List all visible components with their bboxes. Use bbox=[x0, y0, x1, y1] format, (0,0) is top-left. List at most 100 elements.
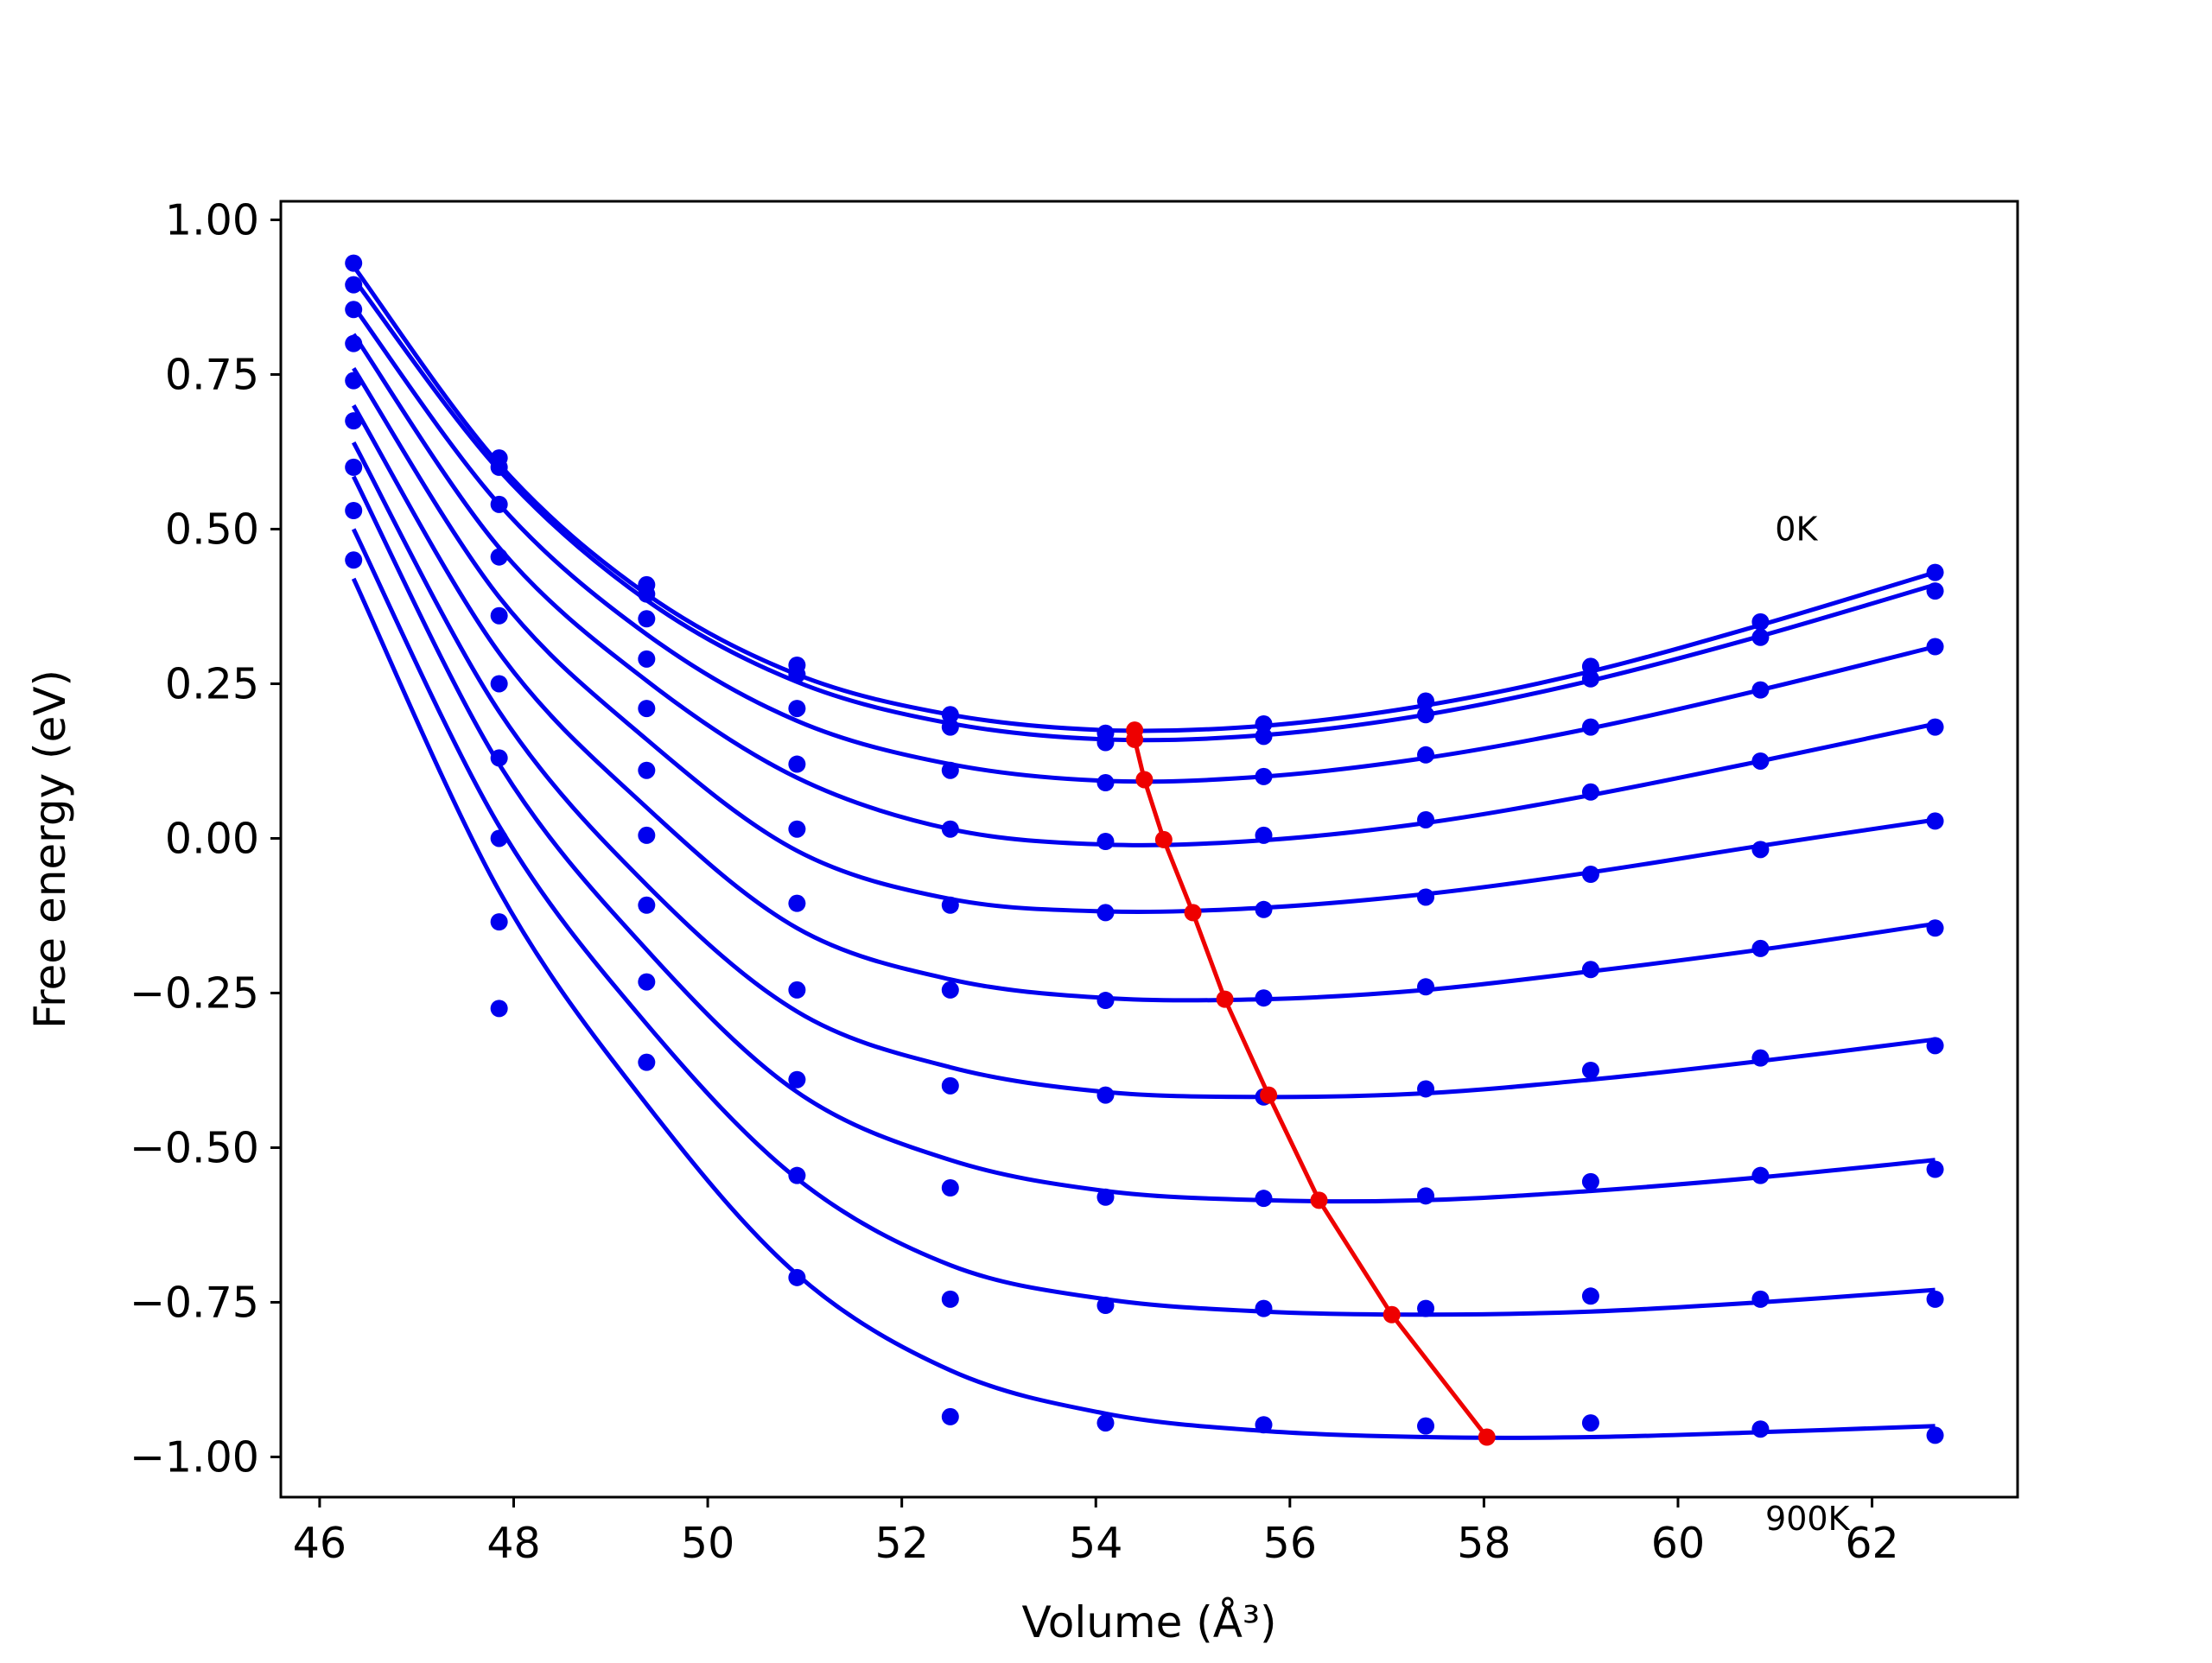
data-point bbox=[941, 1290, 959, 1308]
data-point bbox=[345, 276, 363, 294]
y-axis-title: Free energy (eV) bbox=[25, 670, 75, 1029]
data-point bbox=[638, 826, 656, 844]
data-point bbox=[1417, 746, 1435, 764]
plot-frame bbox=[279, 200, 2019, 1499]
data-point bbox=[1751, 752, 1770, 770]
data-point bbox=[1581, 1061, 1599, 1079]
data-point bbox=[1417, 706, 1435, 724]
data-point bbox=[1926, 563, 1944, 581]
data-point bbox=[490, 606, 508, 625]
fit-curve-6 bbox=[352, 441, 1936, 1100]
data-point bbox=[788, 1070, 806, 1089]
data-point bbox=[345, 458, 363, 476]
data-point bbox=[1255, 1190, 1273, 1208]
data-point bbox=[1751, 1290, 1770, 1308]
y-tick-label: −0.75 bbox=[130, 1278, 259, 1327]
data-point bbox=[1581, 865, 1599, 883]
y-tick-label: −0.25 bbox=[130, 968, 259, 1018]
data-point bbox=[941, 820, 959, 838]
fit-curve-1 bbox=[352, 276, 1936, 743]
data-point bbox=[1417, 1080, 1435, 1098]
data-point bbox=[638, 761, 656, 779]
data-point bbox=[941, 1076, 959, 1095]
data-point bbox=[941, 896, 959, 914]
x-tick-label: 58 bbox=[1457, 1519, 1510, 1568]
data-point bbox=[1926, 1037, 1944, 1055]
data-point bbox=[490, 458, 508, 476]
data-point bbox=[941, 981, 959, 999]
fit-curve-7 bbox=[351, 475, 1936, 1204]
data-point bbox=[1417, 888, 1435, 906]
data-point bbox=[1417, 692, 1435, 710]
fit-curve-5 bbox=[352, 404, 1936, 1003]
data-point bbox=[1581, 670, 1599, 688]
temperature-annotation: 0K bbox=[1775, 510, 1818, 548]
data-point bbox=[1751, 628, 1770, 646]
x-tick-label: 46 bbox=[293, 1519, 346, 1568]
data-point bbox=[345, 551, 363, 569]
data-point bbox=[1581, 961, 1599, 979]
minimum-point bbox=[1184, 904, 1202, 922]
y-tick-label: −0.50 bbox=[130, 1123, 259, 1172]
data-point bbox=[638, 585, 656, 603]
x-tick-label: 52 bbox=[874, 1519, 928, 1568]
data-point bbox=[1751, 1420, 1770, 1438]
data-point bbox=[941, 761, 959, 779]
data-point bbox=[1581, 783, 1599, 801]
x-tick-label: 54 bbox=[1069, 1519, 1122, 1568]
data-point bbox=[638, 610, 656, 628]
data-point bbox=[1255, 1416, 1273, 1434]
data-point bbox=[941, 1407, 959, 1425]
data-point bbox=[1926, 1290, 1944, 1308]
data-point bbox=[1581, 1172, 1599, 1190]
y-tick-label: 0.75 bbox=[165, 350, 259, 399]
data-point bbox=[345, 334, 363, 352]
fit-curve-4 bbox=[352, 366, 1936, 914]
data-point bbox=[345, 501, 363, 519]
data-point bbox=[1926, 718, 1944, 736]
y-tick-label: 0.00 bbox=[165, 814, 259, 863]
data-point bbox=[788, 820, 806, 838]
data-point bbox=[788, 700, 806, 718]
data-point bbox=[1417, 1299, 1435, 1317]
data-point bbox=[1417, 1187, 1435, 1205]
data-point bbox=[941, 718, 959, 736]
minimum-point bbox=[1260, 1086, 1278, 1104]
data-point bbox=[1581, 1414, 1599, 1432]
data-point bbox=[490, 675, 508, 693]
minimum-point bbox=[1126, 730, 1144, 748]
data-point bbox=[1751, 1049, 1770, 1067]
minimum-point bbox=[1216, 990, 1234, 1008]
x-tick-label: 50 bbox=[681, 1519, 734, 1568]
data-point bbox=[1255, 989, 1273, 1007]
fit-curve-8 bbox=[351, 528, 1936, 1317]
data-point bbox=[1926, 582, 1944, 600]
data-point bbox=[1926, 638, 1944, 656]
data-point bbox=[1751, 939, 1770, 957]
data-point bbox=[1751, 841, 1770, 859]
data-point bbox=[1096, 904, 1115, 922]
data-point bbox=[941, 1179, 959, 1197]
minimum-point bbox=[1478, 1428, 1496, 1446]
minimum-point bbox=[1382, 1305, 1401, 1323]
data-point bbox=[490, 495, 508, 513]
data-point bbox=[788, 894, 806, 912]
data-point bbox=[638, 650, 656, 668]
data-point bbox=[1096, 833, 1115, 851]
data-point bbox=[788, 1166, 806, 1184]
data-point bbox=[1255, 826, 1273, 844]
data-point bbox=[1255, 715, 1273, 733]
data-point bbox=[1751, 681, 1770, 699]
data-point bbox=[490, 1000, 508, 1018]
data-point bbox=[638, 700, 656, 718]
x-axis-title: Volume (Å³) bbox=[1021, 1597, 1276, 1647]
fit-curve-2 bbox=[352, 305, 1936, 784]
data-point bbox=[788, 665, 806, 683]
data-point bbox=[1096, 1414, 1115, 1432]
y-tick-label: 0.25 bbox=[165, 659, 259, 708]
data-point bbox=[1096, 1297, 1115, 1315]
data-point bbox=[1096, 1086, 1115, 1104]
data-point bbox=[1096, 992, 1115, 1010]
